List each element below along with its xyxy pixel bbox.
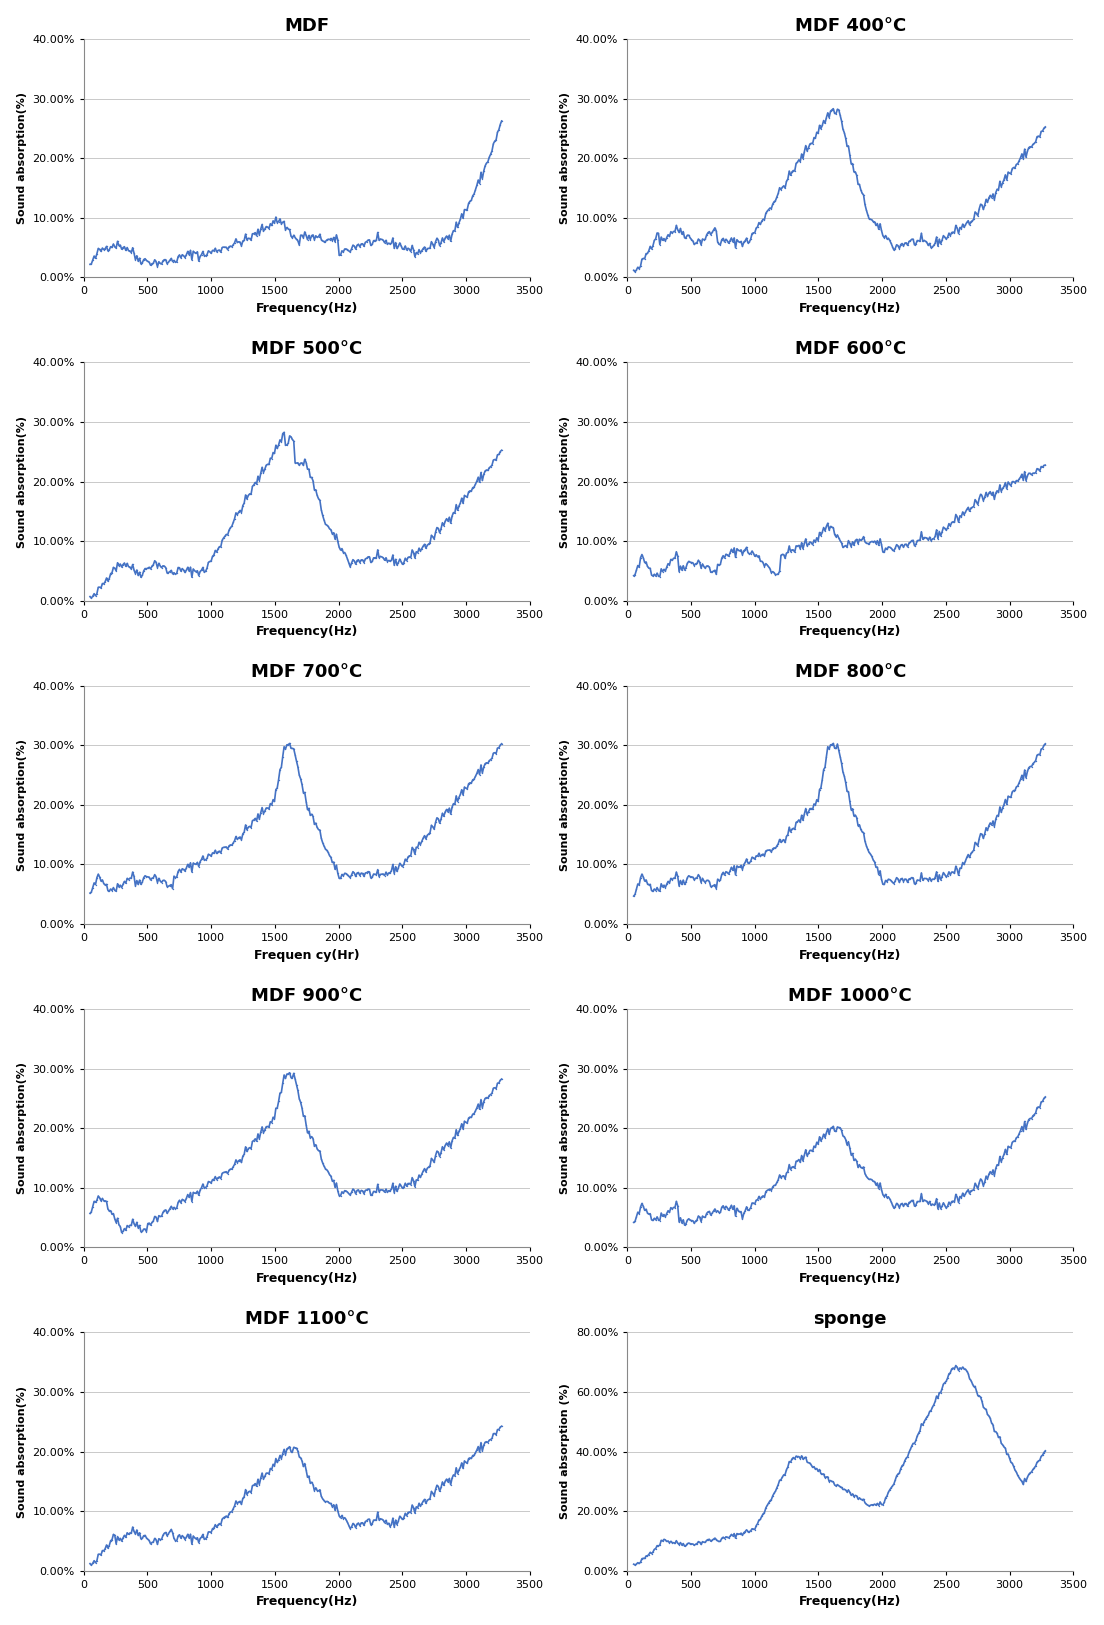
Y-axis label: Sound absorption(%): Sound absorption(%): [561, 1063, 571, 1194]
Y-axis label: Sound absorption (%): Sound absorption (%): [561, 1383, 571, 1519]
X-axis label: Frequency(Hz): Frequency(Hz): [255, 1596, 358, 1609]
Title: MDF 900°C: MDF 900°C: [251, 986, 362, 1004]
X-axis label: Frequency(Hz): Frequency(Hz): [799, 949, 902, 962]
Title: MDF 1000°C: MDF 1000°C: [788, 986, 912, 1004]
X-axis label: Frequency(Hz): Frequency(Hz): [255, 302, 358, 315]
Title: MDF 700°C: MDF 700°C: [251, 663, 362, 681]
Y-axis label: Sound absorption(%): Sound absorption(%): [561, 739, 571, 871]
Y-axis label: Sound absorption(%): Sound absorption(%): [17, 1386, 26, 1518]
Y-axis label: Sound absorption(%): Sound absorption(%): [17, 739, 26, 871]
X-axis label: Frequency(Hz): Frequency(Hz): [255, 626, 358, 639]
Title: MDF 500°C: MDF 500°C: [251, 340, 362, 358]
Y-axis label: Sound absorption(%): Sound absorption(%): [561, 416, 571, 548]
Title: MDF: MDF: [284, 16, 329, 34]
X-axis label: Frequen cy(Hr): Frequen cy(Hr): [254, 949, 360, 962]
Title: MDF 600°C: MDF 600°C: [795, 340, 906, 358]
X-axis label: Frequency(Hz): Frequency(Hz): [799, 1272, 902, 1285]
Y-axis label: Sound absorption(%): Sound absorption(%): [17, 416, 26, 548]
X-axis label: Frequency(Hz): Frequency(Hz): [255, 1272, 358, 1285]
X-axis label: Frequency(Hz): Frequency(Hz): [799, 626, 902, 639]
Y-axis label: Sound absorption(%): Sound absorption(%): [561, 93, 571, 224]
Y-axis label: Sound absorption(%): Sound absorption(%): [17, 1063, 26, 1194]
X-axis label: Frequency(Hz): Frequency(Hz): [799, 1596, 902, 1609]
Title: MDF 400°C: MDF 400°C: [795, 16, 906, 34]
Title: sponge: sponge: [814, 1310, 887, 1328]
Title: MDF 1100°C: MDF 1100°C: [245, 1310, 369, 1328]
Y-axis label: Sound absorption(%): Sound absorption(%): [17, 93, 26, 224]
Title: MDF 800°C: MDF 800°C: [795, 663, 906, 681]
X-axis label: Frequency(Hz): Frequency(Hz): [799, 302, 902, 315]
